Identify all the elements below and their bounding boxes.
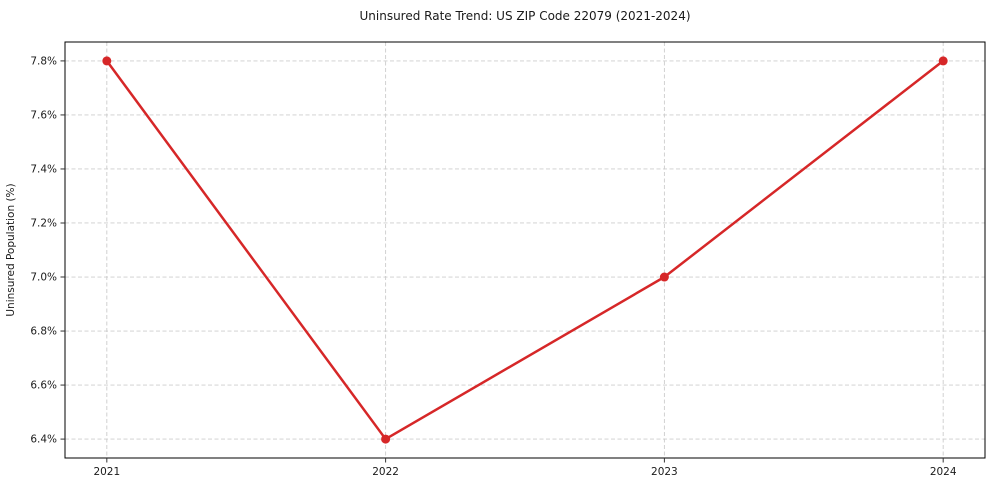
y-tick-label: 6.6% bbox=[30, 380, 57, 392]
data-point bbox=[659, 272, 669, 282]
y-tick-label: 7.2% bbox=[30, 217, 57, 229]
data-point bbox=[102, 56, 112, 66]
x-tick-label: 2022 bbox=[372, 466, 399, 478]
chart-title: Uninsured Rate Trend: US ZIP Code 22079 … bbox=[359, 9, 691, 23]
y-tick-label: 7.8% bbox=[30, 55, 57, 67]
x-tick-label: 2023 bbox=[651, 466, 678, 478]
x-tick-label: 2024 bbox=[930, 466, 957, 478]
y-tick-label: 7.0% bbox=[30, 272, 57, 284]
plot-frame bbox=[64, 41, 986, 459]
trend-line bbox=[105, 59, 945, 441]
x-tick-label: 2021 bbox=[93, 466, 120, 478]
data-point bbox=[938, 56, 948, 66]
y-tick-label: 6.4% bbox=[30, 434, 57, 446]
y-tick-label: 7.6% bbox=[30, 109, 57, 121]
y-tick-label: 7.4% bbox=[30, 163, 57, 175]
y-tick-label: 6.8% bbox=[30, 326, 57, 338]
data-point bbox=[381, 434, 391, 444]
